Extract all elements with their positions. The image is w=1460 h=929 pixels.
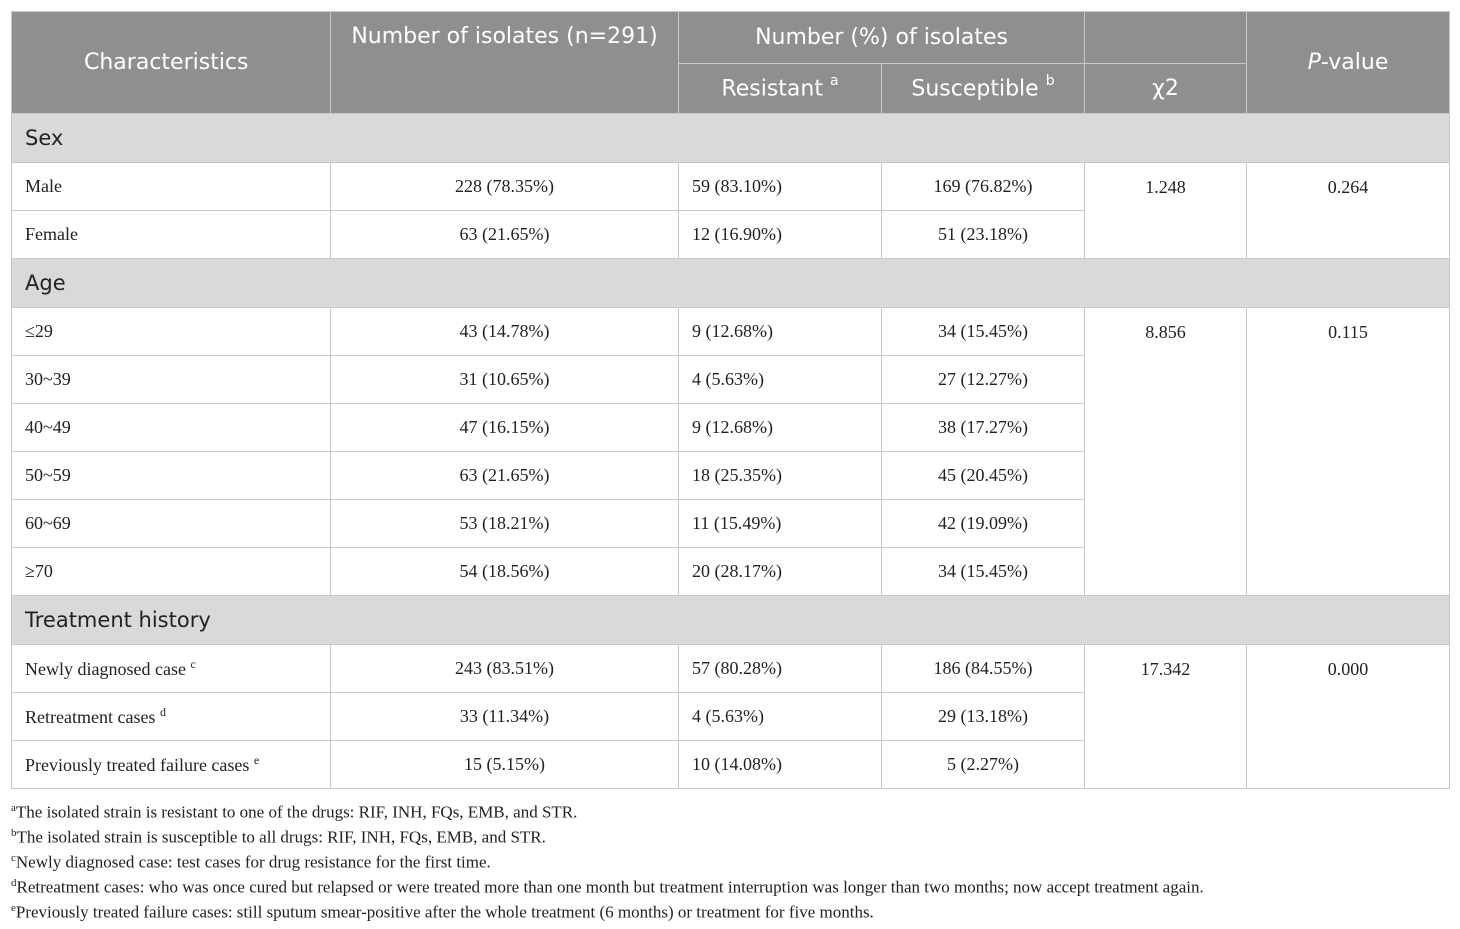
row-label: ≥70: [11, 547, 331, 596]
cell-resistant: 11 (15.49%): [678, 499, 882, 548]
footnote: ePreviously treated failure cases: still…: [11, 902, 874, 922]
cell-number-isolates: 243 (83.51%): [330, 644, 679, 693]
row-label: Newly diagnosed case c: [11, 644, 331, 693]
footnote: cNewly diagnosed case: test cases for dr…: [11, 852, 491, 872]
cell-susceptible: 45 (20.45%): [880, 451, 1086, 500]
section-title: Age: [10, 258, 1451, 308]
row-label: 30~39: [11, 355, 331, 404]
cell-resistant: 59 (83.10%): [678, 162, 882, 211]
table-row: 40~49 47 (16.15%) 9 (12.68%) 38 (17.27%): [11, 403, 1450, 452]
row-label: Previously treated failure cases e: [11, 740, 331, 789]
header-empty: [1084, 11, 1248, 64]
cell-susceptible: 42 (19.09%): [880, 499, 1086, 548]
row-label: 50~59: [11, 451, 331, 500]
cell-chi2: 17.342: [1084, 644, 1248, 789]
cell-susceptible: 34 (15.45%): [880, 307, 1086, 356]
cell-resistant: 20 (28.17%): [678, 547, 882, 596]
header-susceptible: Susceptible b: [880, 63, 1086, 114]
header-resistant: Resistant a: [678, 63, 882, 114]
footnote: dRetreatment cases: who was once cured b…: [11, 877, 1204, 897]
table-row: ≤29 43 (14.78%) 9 (12.68%) 34 (15.45%) 8.856…: [11, 307, 1451, 596]
cell-number-isolates: 63 (21.65%): [330, 210, 679, 259]
cell-resistant: 57 (80.28%): [678, 644, 882, 693]
cell-susceptible: 38 (17.27%): [880, 403, 1086, 452]
header-number-isolates: Number of isolates (n=291): [330, 11, 679, 114]
cell-number-isolates: 33 (11.34%): [330, 692, 679, 741]
cell-susceptible: 169 (76.82%): [880, 162, 1086, 211]
row-label: ≤29: [11, 307, 331, 356]
cell-resistant: 12 (16.90%): [678, 210, 882, 259]
row-label: Female: [11, 210, 331, 259]
row-label: Male: [11, 162, 331, 211]
cell-resistant: 18 (25.35%): [678, 451, 882, 500]
table-row: 60~69 53 (18.21%) 11 (15.49%) 42 (19.09%): [11, 499, 1450, 548]
table-row: Female 63 (21.65%) 12 (16.90%) 51 (23.18%): [11, 210, 1450, 259]
table-body: Sex Male 228 (78.35%) 59 (83.10%) 169 (76.82…: [10, 113, 1451, 789]
cell-resistant: 4 (5.63%): [678, 692, 882, 741]
cell-susceptible: 5 (2.27%): [880, 740, 1086, 789]
footnote: bThe isolated strain is susceptible to a…: [11, 827, 546, 847]
table-row: ≥70 54 (18.56%) 20 (28.17%) 34 (15.45%): [11, 547, 1450, 596]
table-row: 50~59 63 (21.65%) 18 (25.35%) 45 (20.45%): [11, 451, 1450, 500]
cell-number-isolates: 47 (16.15%): [330, 403, 679, 452]
table-row: 30~39 31 (10.65%) 4 (5.63%) 27 (12.27%): [11, 355, 1450, 404]
row-label: 40~49: [11, 403, 331, 452]
cell-resistant: 9 (12.68%): [678, 403, 882, 452]
cell-susceptible: 186 (84.55%): [880, 644, 1086, 693]
table-header: Characteristics Number of isolates (n=29…: [11, 11, 1451, 114]
table-row: Male 228 (78.35%) 59 (83.10%) 169 (76.82%) 1…: [11, 162, 1451, 259]
table-row: Previously treated failure cases e 15 (5.…: [11, 740, 1450, 789]
section-row: Sex: [10, 113, 1451, 163]
cell-resistant: 4 (5.63%): [678, 355, 882, 404]
section-row: Treatment history: [10, 595, 1451, 645]
characteristics-table: Characteristics Number of isolates (n=29…: [10, 11, 1451, 789]
cell-p-value: 0.000: [1246, 644, 1451, 789]
cell-susceptible: 27 (12.27%): [880, 355, 1086, 404]
section-row: Age: [10, 258, 1451, 308]
cell-p-value: 0.115: [1246, 307, 1451, 596]
cell-number-isolates: 228 (78.35%): [330, 162, 679, 211]
footnote: aThe isolated strain is resistant to one…: [11, 802, 578, 822]
cell-number-isolates: 15 (5.15%): [330, 740, 679, 789]
header-chi2: χ2: [1084, 63, 1248, 114]
row-label: Retreatment cases d: [11, 692, 331, 741]
footnotes: aThe isolated strain is resistant to one…: [11, 796, 1449, 922]
table-row: Retreatment cases d 33 (11.34%) 4 (5.63%) 2…: [11, 692, 1450, 741]
cell-susceptible: 51 (23.18%): [880, 210, 1086, 259]
header-number-percent: Number (%) of isolates: [677, 11, 1086, 64]
cell-resistant: 10 (14.08%): [678, 740, 882, 789]
header-characteristics: Characteristics: [11, 11, 331, 114]
section-title: Treatment history: [10, 595, 1451, 645]
header-p-value: P-value: [1246, 11, 1451, 114]
cell-chi2: 1.248: [1084, 162, 1248, 259]
cell-susceptible: 29 (13.18%): [880, 692, 1086, 741]
cell-chi2: 8.856: [1084, 307, 1248, 596]
table-row: Newly diagnosed case c 243 (83.51%) 57 (80…: [11, 644, 1451, 789]
row-label: 60~69: [11, 499, 331, 548]
section-title: Sex: [10, 113, 1451, 163]
cell-resistant: 9 (12.68%): [678, 307, 882, 356]
cell-number-isolates: 43 (14.78%): [330, 307, 679, 356]
cell-number-isolates: 31 (10.65%): [330, 355, 679, 404]
cell-p-value: 0.264: [1246, 162, 1451, 259]
cell-number-isolates: 54 (18.56%): [330, 547, 679, 596]
cell-number-isolates: 53 (18.21%): [330, 499, 679, 548]
cell-number-isolates: 63 (21.65%): [330, 451, 679, 500]
cell-susceptible: 34 (15.45%): [880, 547, 1086, 596]
